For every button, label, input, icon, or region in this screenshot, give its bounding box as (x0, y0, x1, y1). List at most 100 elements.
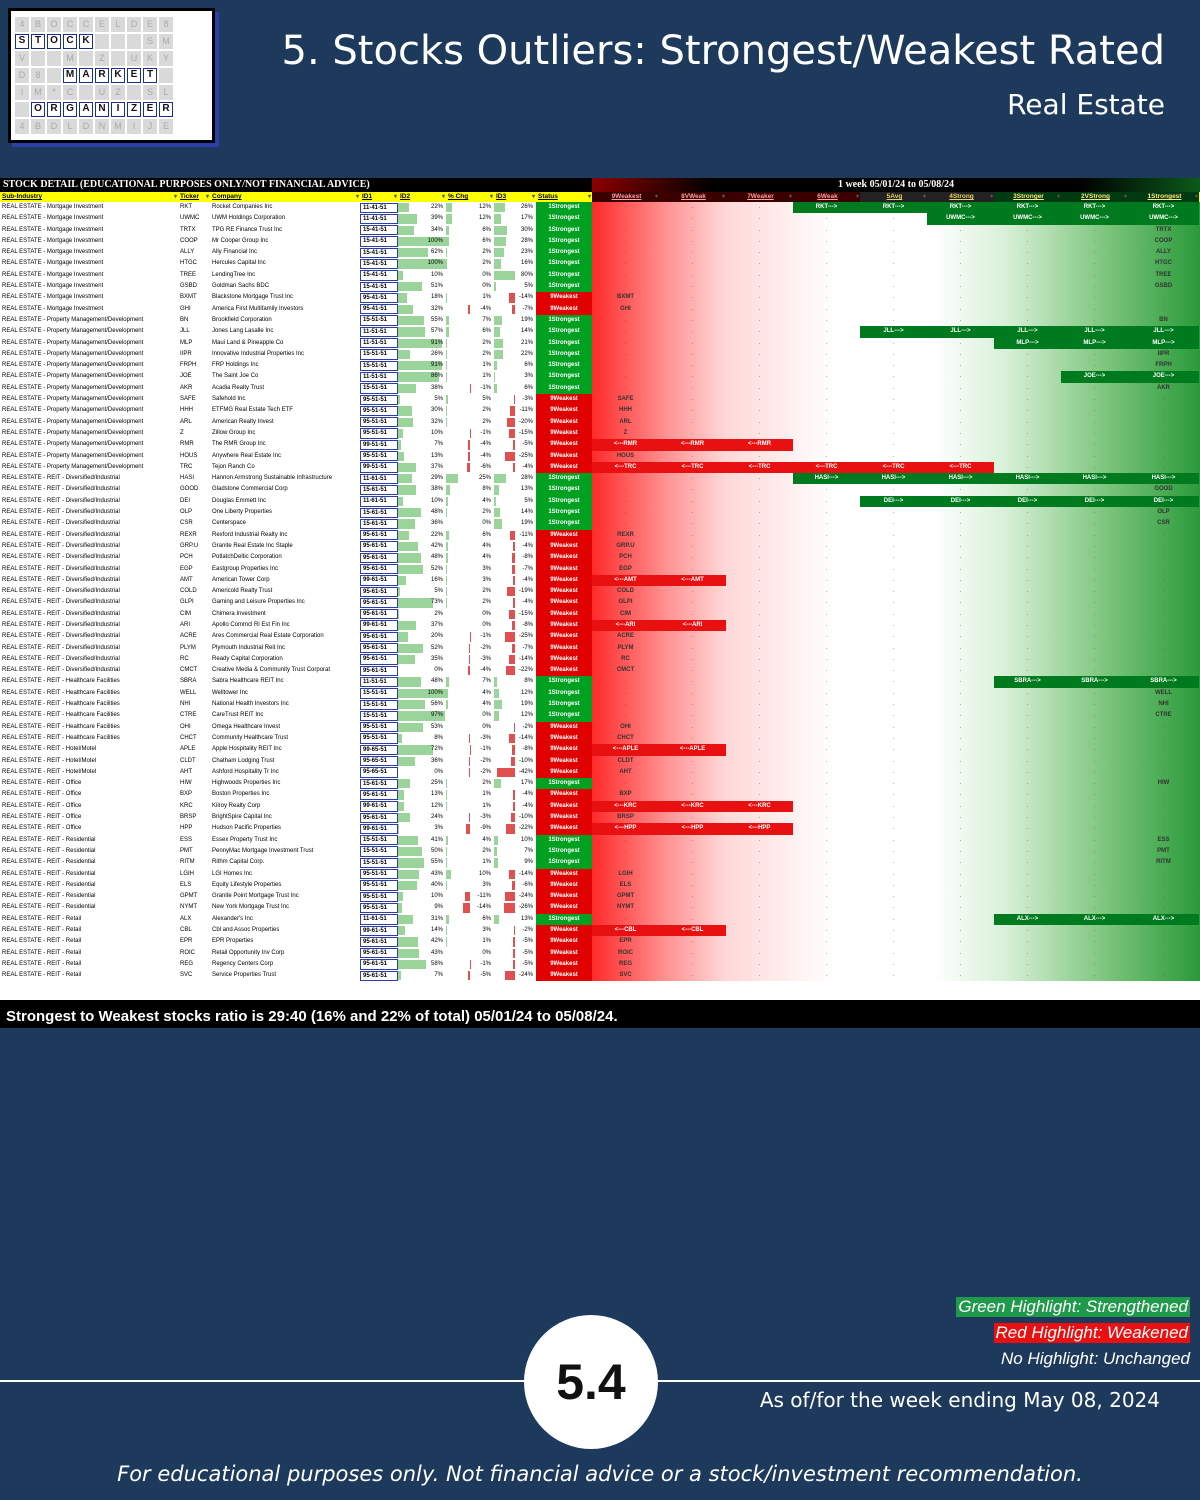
company-cell: Americold Realty Trust (212, 588, 273, 595)
id2-cell: 41% (398, 835, 446, 846)
rating-cell-5avg: . (892, 791, 895, 798)
rating-cell-4strong: . (959, 870, 962, 877)
value-text: 12% (520, 712, 533, 719)
id3-cell: 17% (494, 213, 536, 224)
column-header-2vstrong[interactable]: 2VStrong (1061, 192, 1128, 202)
id2-cell: 97% (398, 710, 446, 721)
id2-cell: 36% (398, 756, 446, 767)
id2-cell: 48% (398, 552, 446, 563)
legend-none: No Highlight: Unchanged (1000, 1349, 1190, 1368)
rating-cell-2vstrong: . (1093, 972, 1096, 979)
column-header-4strong[interactable]: 4Strong (927, 192, 994, 202)
table-row: REAL ESTATE - Property Management/Develo… (0, 360, 1200, 372)
rating-cell-9weakest: GRP.U (616, 542, 635, 549)
column-header-6weak[interactable]: 6Weak (793, 192, 860, 202)
rating-cell-7weaker: . (758, 328, 761, 335)
logo-letter-cell: E (95, 17, 109, 32)
rating-cell-6weak: . (825, 554, 828, 561)
sub-industry-cell: REAL ESTATE - REIT - Diversified/Industr… (2, 565, 120, 572)
status-cell: 1Strongest (536, 269, 592, 282)
rating-cell-7weaker: . (758, 475, 761, 482)
sub-industry-cell: REAL ESTATE - REIT - Residential (2, 836, 96, 843)
rating-cell-5avg: . (892, 734, 895, 741)
column-header-7weaker[interactable]: 7Weaker (726, 192, 793, 202)
legend-red: Red Highlight: Weakened (993, 1323, 1190, 1343)
value-text: 19% (520, 701, 533, 708)
column-header-sub-industry[interactable]: Sub-Industry (0, 192, 178, 202)
column-header--chg[interactable]: % Chg (446, 192, 494, 202)
column-header-9weakest[interactable]: 9Weakest (592, 192, 659, 202)
value-text: 34% (430, 226, 443, 233)
status-cell: 1Strongest (536, 235, 592, 248)
value-bar (513, 462, 515, 473)
id3-cell: -8% (494, 620, 536, 631)
table-row: REAL ESTATE - Property Management/Develo… (0, 337, 1200, 349)
value-bar (398, 338, 442, 348)
id1-cell: 95-51-51 (360, 417, 398, 428)
rating-cell-2vstrong: . (1093, 554, 1096, 561)
id1-cell: 95-61-51 (360, 665, 398, 676)
rating-cell-8vweak: . (691, 396, 694, 403)
company-cell: TPG RE Finance Trust Inc (212, 226, 283, 233)
value-bar (513, 541, 515, 552)
logo-letter-cell: D (47, 119, 61, 134)
column-header-1strongest[interactable]: 1Strongest (1128, 192, 1199, 202)
company-cell: Safehold Inc (212, 396, 246, 403)
rating-cell-5avg: . (892, 441, 895, 448)
column-header-company[interactable]: Company (210, 192, 360, 202)
column-header-5avg[interactable]: 5Avg (860, 192, 927, 202)
rating-cell-9weakest: CMCT (616, 667, 635, 674)
rating-cell-4strong: RKT---> (927, 202, 994, 214)
column-header-3stronger[interactable]: 3Stronger (994, 192, 1061, 202)
value-bar (398, 813, 410, 823)
rating-cell-2vstrong: . (1093, 904, 1096, 911)
rating-cell-3stronger: . (1026, 633, 1029, 640)
value-text: 2% (482, 780, 491, 787)
company-cell: Essex Property Trust Inc (212, 836, 278, 843)
column-header-8vweak[interactable]: 8VWeak (659, 192, 726, 202)
rating-cell-9weakest: . (624, 271, 627, 278)
column-header-id1[interactable]: ID1 (360, 192, 398, 202)
logo-letter-cell (159, 68, 173, 83)
company-cell: The RMR Group Inc (212, 441, 266, 448)
sub-industry-cell: REAL ESTATE - REIT - Office (2, 814, 82, 821)
column-header-status[interactable]: Status (536, 192, 592, 202)
rating-cell-5avg: . (892, 305, 895, 312)
column-header-id2[interactable]: ID2 (398, 192, 446, 202)
id2-cell: 39% (398, 213, 446, 224)
value-bar (467, 971, 470, 981)
ticker-cell: BRSP (180, 814, 197, 821)
rating-cell-1strongest: . (1162, 814, 1165, 821)
status-cell: 1Strongest (536, 845, 592, 858)
id3-cell: -4% (494, 801, 536, 812)
rating-cell-6weak: . (825, 610, 828, 617)
column-header-ticker[interactable]: Ticker (178, 192, 210, 202)
status-cell: 9Weakest (536, 586, 592, 598)
logo-letter-cell (79, 51, 93, 66)
rating-cell-4strong: . (959, 294, 962, 301)
pct-chg-cell: 1% (446, 360, 494, 371)
rating-cell-4strong: . (959, 757, 962, 764)
sub-industry-cell: REAL ESTATE - Mortgage Investment (2, 249, 104, 256)
rating-cell-6weak: . (825, 305, 828, 312)
company-cell: Service Properties Trust (212, 972, 277, 979)
sub-industry-cell: REAL ESTATE - Property Management/Develo… (2, 418, 144, 425)
value-bar (446, 575, 448, 586)
value-bar (469, 767, 470, 778)
rating-cell-5avg: . (892, 588, 895, 595)
id1-cell: 99-61-51 (360, 575, 398, 586)
id2-cell: 5% (398, 394, 446, 405)
company-cell: Hannon Armstrong Sustainable Infrastruct… (212, 475, 333, 482)
ticker-cell: FRPH (180, 362, 197, 369)
rating-cell-4strong: . (959, 396, 962, 403)
pct-chg-cell: 4% (446, 541, 494, 552)
value-bar (446, 225, 449, 235)
rating-cell-1strongest: HASI---> (1128, 473, 1199, 485)
value-text: 2% (482, 339, 491, 346)
rating-cell-3stronger: UWMC---> (994, 213, 1061, 225)
id3-cell: 19% (494, 699, 536, 710)
id2-cell: 0% (398, 665, 446, 676)
company-cell: BrightSpire Capital Inc (212, 814, 272, 821)
column-header-id3[interactable]: ID3 (494, 192, 536, 202)
id1-cell: 95-61-51 (360, 959, 398, 970)
